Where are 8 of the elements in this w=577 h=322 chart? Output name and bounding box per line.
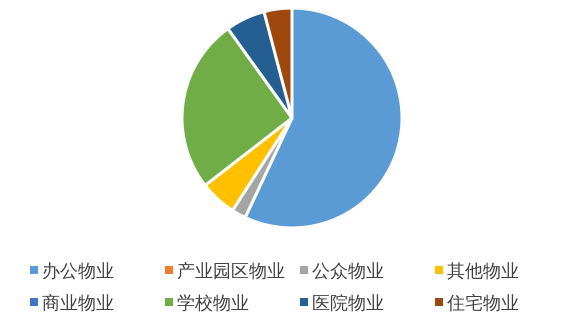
legend-label: 产业园区物业 (177, 261, 285, 282)
legend-label: 商业物业 (42, 293, 114, 314)
legend-label: 其他物业 (447, 261, 519, 282)
legend-label: 办公物业 (42, 261, 114, 282)
legend-label: 医院物业 (312, 293, 384, 314)
legend-label: 学校物业 (177, 293, 249, 314)
legend-label: 公众物业 (312, 261, 384, 282)
legend-label: 住宅物业 (446, 293, 519, 314)
